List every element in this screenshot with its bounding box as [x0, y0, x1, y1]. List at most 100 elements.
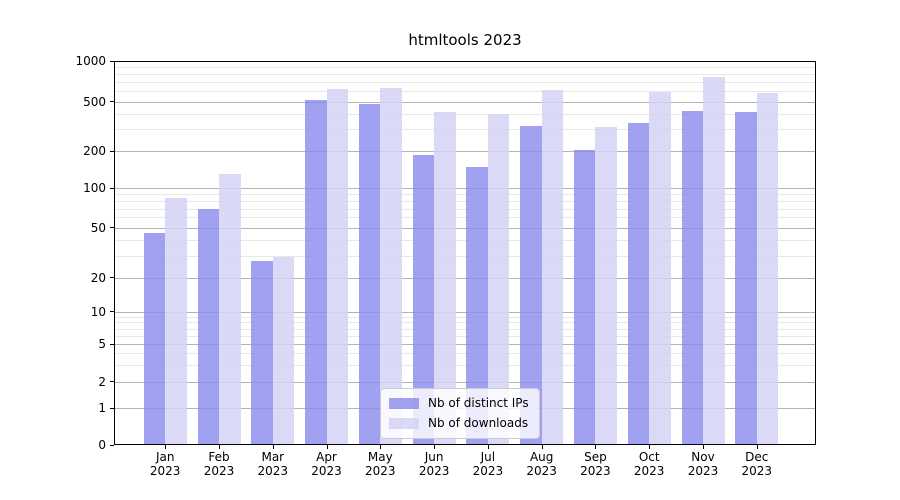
bar-distinct-ips-apr — [305, 100, 327, 445]
x-tick-mark — [434, 445, 436, 449]
gridline-minor — [114, 113, 816, 115]
gridline-major — [114, 101, 816, 103]
bar-downloads-may — [380, 88, 402, 445]
y-tick-label: 0 — [98, 438, 106, 452]
y-tick-mark — [110, 407, 114, 409]
bar-downloads-apr — [326, 89, 348, 445]
bar-distinct-ips-aug — [520, 125, 542, 445]
x-tick-label: Sep 2023 — [580, 450, 611, 478]
y-tick-label: 10 — [90, 304, 106, 319]
gridline-minor — [114, 365, 816, 367]
bar-distinct-ips-mar — [251, 261, 273, 445]
bar-distinct-ips-jul — [466, 166, 488, 445]
y-tick-label: 2 — [98, 374, 106, 389]
bar-distinct-ips-may — [358, 103, 381, 445]
y-tick-mark — [110, 343, 114, 345]
gridline-minor — [114, 255, 816, 257]
bar-distinct-ips-oct — [627, 122, 650, 445]
x-tick-label: Feb 2023 — [203, 450, 235, 478]
gridline-minor — [114, 194, 816, 196]
y-tick-mark — [110, 101, 114, 103]
x-tick-label: Apr 2023 — [311, 450, 342, 478]
x-tick-label: Jul 2023 — [472, 450, 504, 478]
bar-downloads-jan — [165, 197, 187, 445]
y-tick-mark — [110, 227, 114, 229]
y-tick-label: 50 — [90, 220, 106, 235]
y-tick-label: 20 — [90, 270, 106, 285]
gridline-minor — [114, 129, 816, 131]
bar-downloads-mar — [272, 257, 295, 445]
gridline-minor — [114, 335, 816, 337]
y-tick-label: 1 — [98, 401, 106, 416]
bar-distinct-ips-dec — [735, 112, 757, 445]
gridline-minor — [114, 208, 816, 210]
gridline-minor — [114, 328, 816, 330]
plot-area — [114, 61, 816, 445]
legend-label-distinct-ips: Nb of distinct IPs — [428, 396, 529, 410]
x-tick-label: Jan 2023 — [149, 450, 181, 478]
x-tick-label: Dec 2023 — [741, 450, 773, 478]
gridline-minor — [114, 217, 816, 219]
x-tick-label: Mar 2023 — [257, 450, 289, 478]
bar-downloads-dec — [756, 93, 779, 445]
bar-downloads-feb — [219, 174, 241, 445]
bar-distinct-ips-jan — [143, 233, 166, 445]
legend-row-distinct-ips: Nb of distinct IPs — [389, 396, 529, 411]
gridline-minor — [114, 81, 816, 83]
y-tick-mark — [110, 444, 114, 446]
x-tick-mark — [272, 445, 274, 449]
x-tick-mark — [703, 445, 704, 449]
x-tick-label: May 2023 — [365, 450, 396, 478]
gridline-major — [114, 188, 816, 190]
bar-downloads-sep — [595, 126, 617, 445]
x-tick-mark — [326, 445, 328, 449]
x-tick-mark — [219, 445, 220, 449]
y-tick-label: 200 — [83, 144, 106, 158]
legend: Nb of distinct IPs Nb of downloads — [380, 388, 540, 439]
y-tick-label: 100 — [83, 181, 106, 196]
legend-label-downloads: Nb of downloads — [428, 416, 529, 430]
gridline-minor — [114, 316, 816, 318]
y-tick-label: 1000 — [75, 54, 106, 68]
gridline-major — [114, 311, 816, 313]
bar-downloads-jun — [434, 112, 456, 445]
chart-title: htmltools 2023 — [408, 31, 522, 49]
x-tick-label: Nov 2023 — [687, 450, 719, 478]
gridline-minor — [114, 74, 816, 76]
gridline-major — [114, 227, 816, 229]
y-tick-mark — [110, 60, 114, 62]
gridline-major — [114, 344, 816, 346]
bar-distinct-ips-sep — [573, 149, 596, 445]
y-tick-mark — [110, 150, 114, 152]
x-tick-mark — [487, 445, 489, 449]
gridline-major — [114, 277, 816, 279]
legend-swatch-distinct-ips — [389, 398, 419, 409]
x-tick-mark — [649, 445, 651, 449]
bar-distinct-ips-feb — [197, 208, 219, 445]
x-tick-mark — [380, 445, 382, 449]
y-tick-label: 5 — [98, 337, 106, 352]
gridline-minor — [114, 91, 816, 92]
bar-distinct-ips-jun — [412, 155, 435, 445]
x-tick-mark — [165, 445, 167, 449]
gridline-minor — [114, 322, 816, 324]
bar-downloads-aug — [541, 90, 564, 445]
gridline-minor — [114, 353, 816, 355]
x-tick-label: Oct 2023 — [633, 450, 665, 478]
legend-swatch-downloads — [389, 418, 419, 429]
gridline-major — [114, 151, 816, 152]
x-tick-mark — [595, 445, 597, 449]
gridline-minor — [114, 239, 816, 241]
x-tick-mark — [541, 445, 543, 449]
x-tick-mark — [756, 445, 758, 449]
y-tick-mark — [110, 311, 114, 313]
y-tick-mark — [110, 187, 114, 189]
x-tick-label: Aug 2023 — [526, 450, 557, 478]
gridline-major — [114, 381, 816, 383]
y-tick-label: 500 — [83, 94, 106, 109]
bar-downloads-jul — [487, 113, 510, 445]
y-tick-mark — [110, 277, 114, 279]
legend-row-downloads: Nb of downloads — [389, 416, 529, 431]
bar-distinct-ips-nov — [681, 111, 703, 445]
